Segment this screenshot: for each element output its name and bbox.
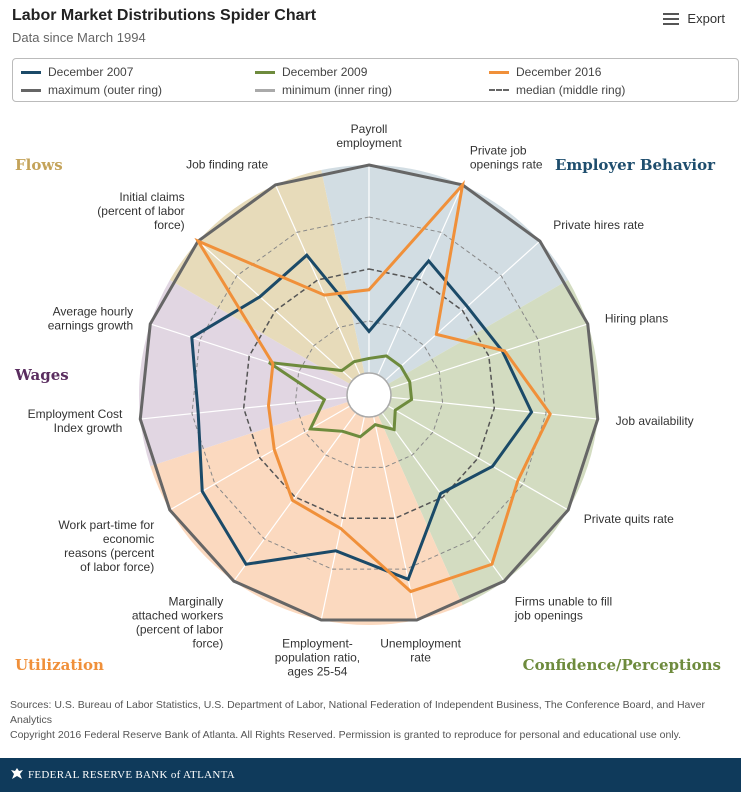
legend-item-maximum[interactable]: maximum (outer ring) (21, 83, 162, 97)
axis-line (368, 394, 598, 420)
copyright-text: Copyright 2016 Federal Reserve Bank of A… (10, 729, 682, 741)
maximum-ring (138, 163, 600, 622)
legend-swatch (489, 89, 509, 91)
minimum-ring (346, 372, 392, 418)
legend-swatch (255, 88, 275, 92)
legend-item-dec-2016[interactable]: December 2016 (489, 65, 601, 79)
sources-text: Sources: U.S. Bureau of Labor Statistics… (10, 699, 705, 726)
legend-label: maximum (outer ring) (48, 83, 163, 97)
axis-label: Firms unable to fill job openings (514, 595, 612, 623)
legend-label: December 2007 (48, 65, 134, 79)
chart-subtitle: Data since March 1994 (12, 30, 146, 45)
axis-line (233, 394, 370, 582)
axis-label: Employment-population ratio, ages 25-54 (275, 637, 360, 679)
group-label: Employer Behavior (555, 156, 716, 174)
group-label: Wages (14, 366, 69, 384)
hamburger-menu-icon (663, 12, 680, 25)
axis-label: Unemployment rate (380, 637, 461, 665)
axis-line (274, 184, 370, 396)
series-december-2016 (194, 179, 552, 594)
legend-swatch (21, 70, 41, 74)
legend-item-dec-2009[interactable]: December 2009 (255, 65, 367, 79)
legend-label: December 2009 (282, 65, 368, 79)
legend-swatch (21, 88, 41, 92)
axis-label: Initial claims (percent of labor force) (97, 190, 184, 232)
legend-item-median[interactable]: median (middle ring) (489, 83, 625, 97)
export-label: Export (687, 11, 725, 26)
axis-label: Private quits rate (584, 512, 674, 526)
median-ring (242, 268, 496, 519)
series-december-2007 (190, 253, 534, 582)
axis-label: Payroll employment (336, 122, 402, 150)
axis-label: Private hires rate (553, 218, 644, 232)
axis-line (368, 394, 505, 582)
axis-line (320, 394, 370, 621)
axis-line (150, 323, 370, 396)
frb-atlanta-logo[interactable]: FEDERAL RESERVE BANK of ATLANTA (10, 767, 235, 783)
legend: December 2007 December 2009 December 201… (12, 58, 739, 102)
legend-item-minimum[interactable]: minimum (inner ring) (255, 83, 392, 97)
sector-confidence-perceptions (369, 280, 599, 606)
group-label: Utilization (15, 656, 104, 674)
axis-line (368, 394, 418, 621)
axis-line (368, 394, 569, 511)
group-label: Flows (15, 156, 63, 174)
axis-label: Job availability (616, 414, 694, 428)
quartile-ring (191, 216, 547, 570)
sources-note: Sources: U.S. Bureau of Labor Statistics… (10, 698, 730, 743)
chart-title: Labor Market Distributions Spider Chart (12, 7, 317, 24)
legend-swatch (489, 70, 509, 74)
legend-label: median (middle ring) (516, 83, 626, 97)
legend-label: minimum (inner ring) (282, 83, 393, 97)
axis-line (140, 394, 370, 420)
eagle-icon (11, 768, 23, 779)
footer-logo-text: FEDERAL RESERVE BANK of ATLANTA (28, 769, 235, 781)
group-label: Confidence/Perceptions (523, 656, 721, 674)
export-button[interactable]: Export (663, 11, 725, 26)
sector-wages (139, 280, 369, 467)
axis-line (368, 323, 588, 396)
legend-swatch (255, 70, 275, 74)
spider-chart: Payroll employment Private job openings rat… (14, 122, 721, 679)
axis-label: Marginally attached workers (percent of la… (132, 595, 223, 651)
series-december-2009 (268, 354, 414, 439)
axis-label: Average hourly earnings growth (48, 304, 133, 332)
axis-label: Private job openings rate (470, 143, 543, 171)
axis-line (368, 240, 541, 396)
axis-label: Work part-time for economic reasons (perce… (58, 518, 154, 574)
axis-line (368, 184, 464, 396)
axis-label: Hiring plans (605, 311, 668, 325)
axis-label: Employment Cost Index growth (28, 407, 123, 435)
axis-label: Job finding rate (186, 157, 268, 171)
legend-item-dec-2007[interactable]: December 2007 (21, 65, 133, 79)
footer-bar: FEDERAL RESERVE BANK of ATLANTA (0, 758, 741, 792)
legend-label: December 2016 (516, 65, 602, 79)
